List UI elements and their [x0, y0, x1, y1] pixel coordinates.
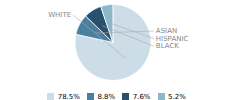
- svg-text:HISPANIC: HISPANIC: [156, 35, 189, 43]
- html-text:78.5%: 78.5%: [57, 92, 80, 100]
- svg-text:BLACK: BLACK: [156, 42, 179, 50]
- html-text:7.6%: 7.6%: [132, 92, 151, 100]
- svg-text:WHITE: WHITE: [48, 11, 71, 19]
- html-text:5.2%: 5.2%: [168, 92, 186, 100]
- svg-text:ASIAN: ASIAN: [155, 27, 178, 36]
- html-text:8.8%: 8.8%: [97, 92, 116, 100]
